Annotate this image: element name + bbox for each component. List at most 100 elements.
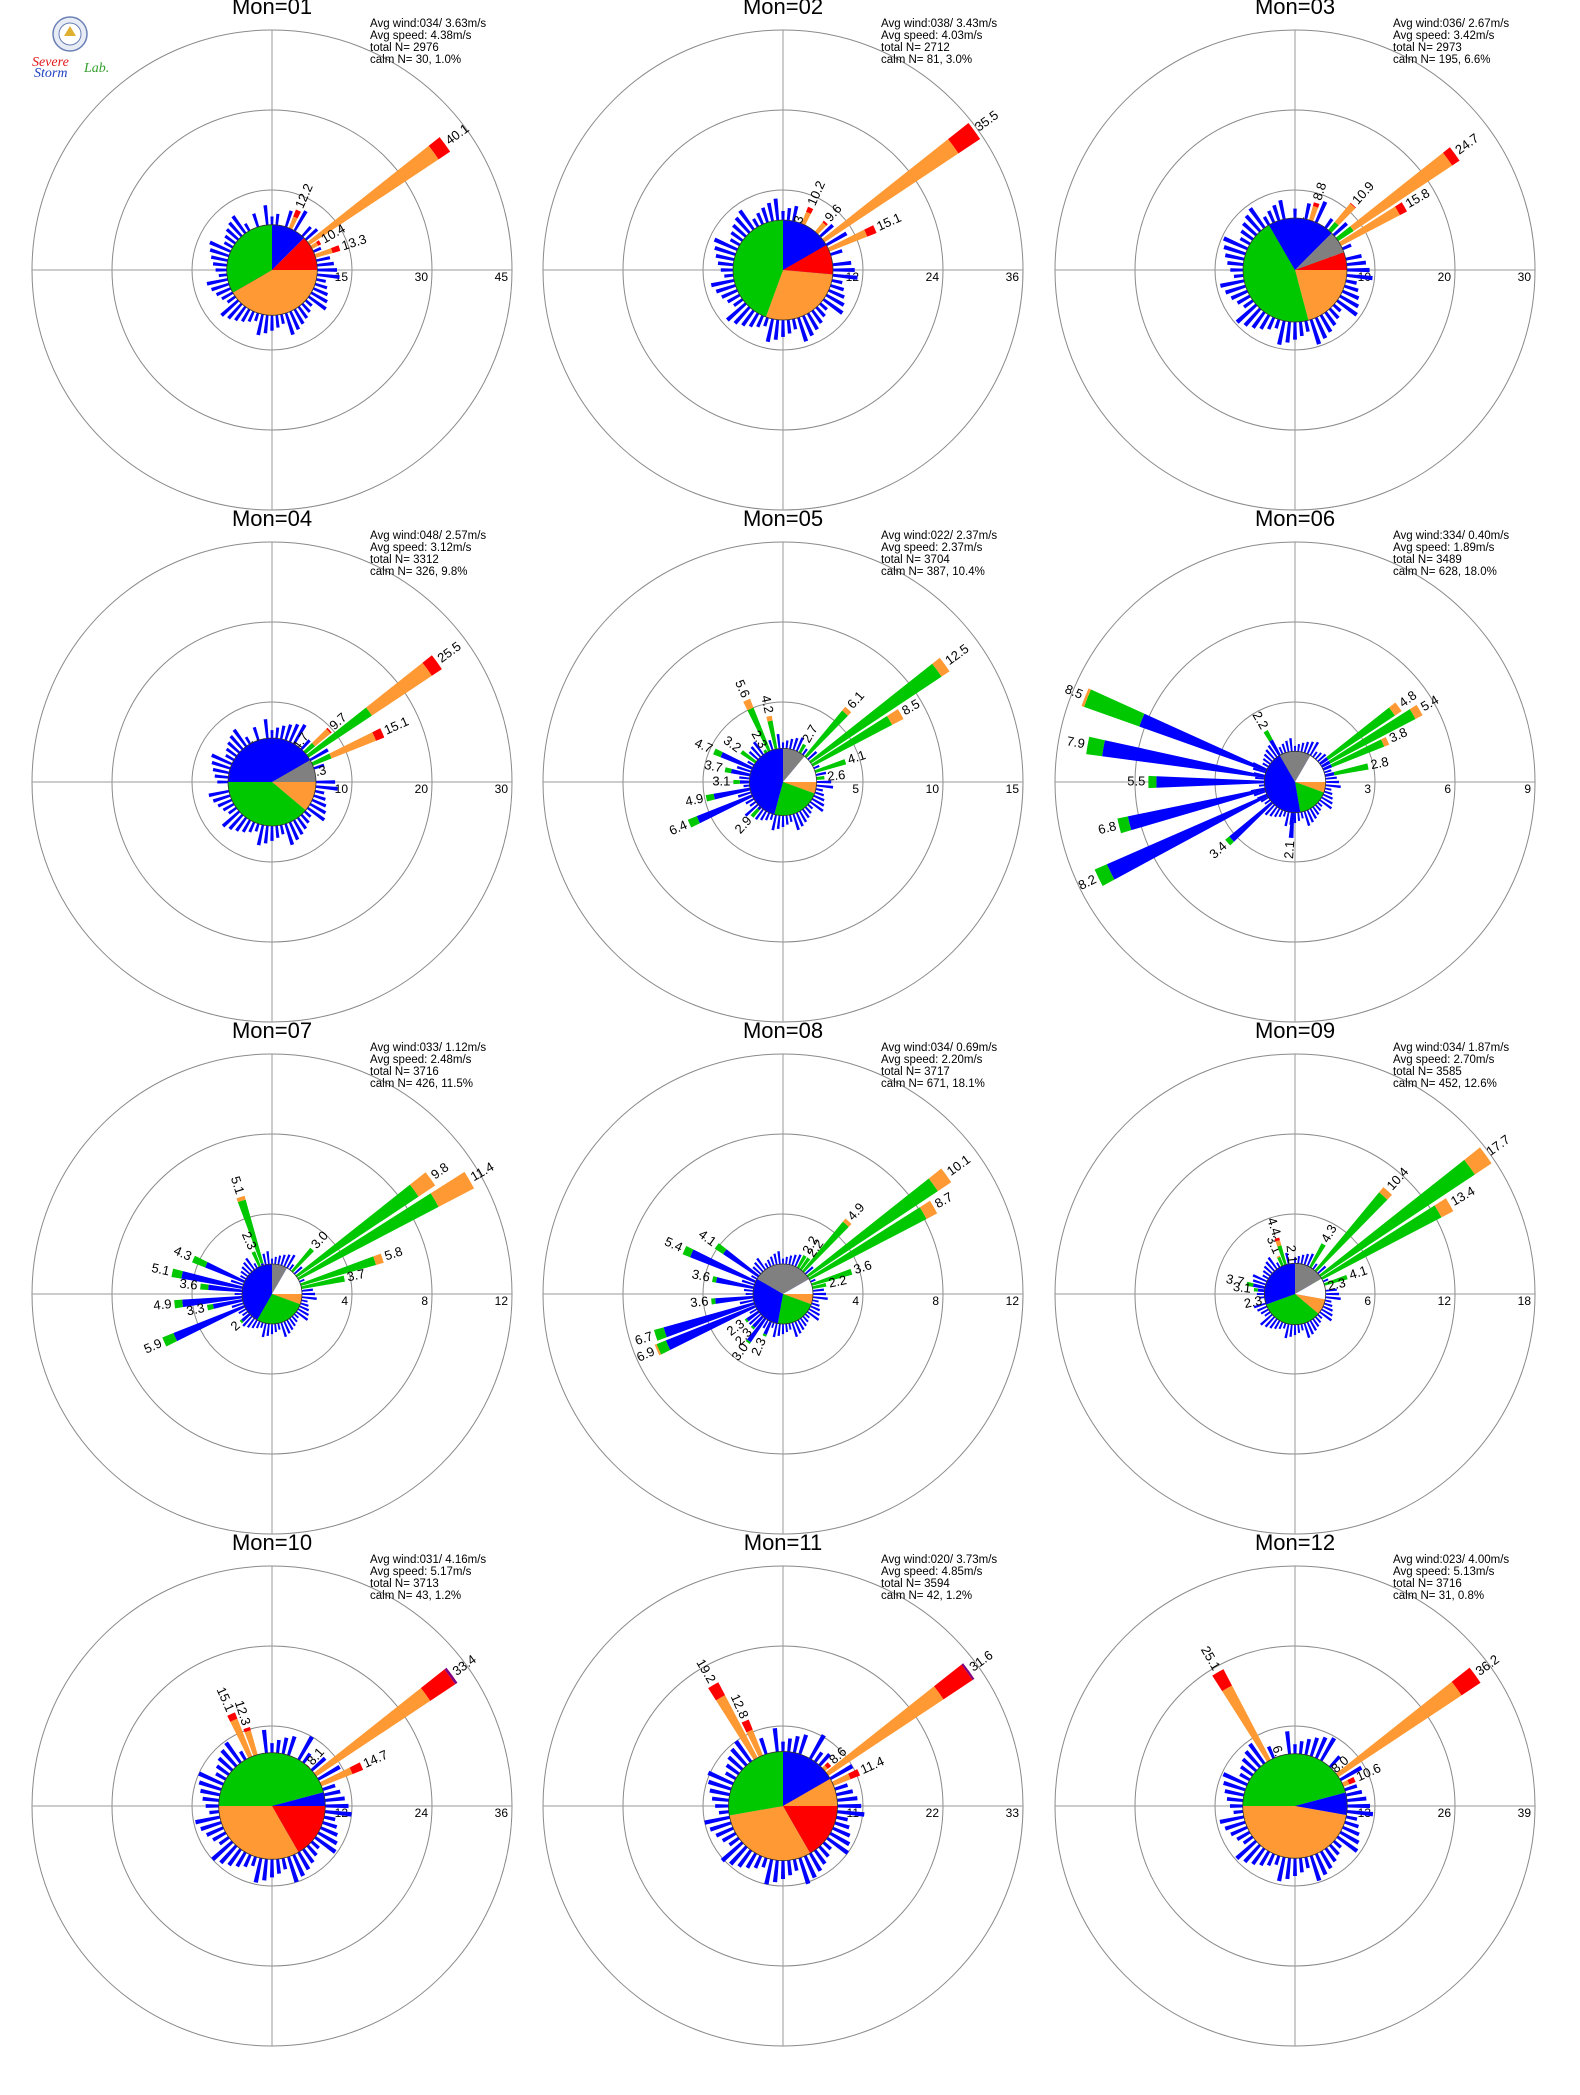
- wind-bar-segment: [1451, 1667, 1481, 1696]
- wind-bar-segment: [200, 1283, 209, 1290]
- wind-bar-segment: [887, 709, 904, 725]
- wind-bar-segment: [1442, 147, 1460, 166]
- wind-bar-segment: [1312, 202, 1320, 208]
- stat-line: calm N= 452, 12.6%: [1393, 1078, 1497, 1090]
- wind-bar-segment: [1334, 203, 1356, 226]
- ring-label: 39: [1518, 1806, 1532, 1820]
- wind-bar-segment: [293, 209, 301, 219]
- stat-line: Avg wind:020/ 3.73m/s: [881, 1554, 997, 1566]
- wind-bar-segment: [1334, 206, 1400, 249]
- wind-bar-segment: [809, 759, 847, 775]
- center-pie-slice: [1242, 1806, 1347, 1859]
- bar-value-label: 40.1: [442, 121, 471, 148]
- center-pie-slice: [232, 270, 318, 316]
- wind-bar-segment: [251, 1251, 262, 1269]
- wind-bar-segment: [1316, 1681, 1462, 1791]
- wind-bar-segment: [743, 698, 754, 711]
- seal-emblem-icon: [64, 26, 76, 36]
- bar-value-label: 17.7: [1483, 1132, 1512, 1159]
- bar-value-label: 4.1: [696, 1226, 719, 1249]
- center-pie-slice: [783, 756, 817, 782]
- wind-bar-segment: [329, 732, 377, 759]
- stat-line: Avg wind:034/ 0.69m/s: [881, 1042, 997, 1054]
- ring-label: 3: [1364, 782, 1371, 796]
- bar-value-label: 2.9: [731, 813, 754, 836]
- wind-bar-segment: [663, 1294, 783, 1338]
- wind-bar-segment: [1317, 1274, 1348, 1288]
- stat-line: total N= 3713: [370, 1578, 439, 1590]
- center-pie-slice: [1295, 1294, 1326, 1314]
- wind-bar-segment: [349, 1762, 364, 1775]
- wind-bar-segment: [373, 1253, 384, 1265]
- bar-value-label: 10.1: [944, 1152, 973, 1179]
- stat-line: Avg wind:034/ 3.63m/s: [370, 18, 486, 30]
- stat-line: total N= 3585: [1393, 1066, 1462, 1078]
- wind-bar-segment: [806, 206, 814, 214]
- bar-value-label: 8.2: [1076, 871, 1099, 892]
- wind-bar-segment: [293, 1184, 419, 1279]
- center-pie-slice: [272, 782, 316, 811]
- wind-bar-segment: [948, 122, 981, 154]
- bar-value-label: 5.5: [1127, 773, 1145, 788]
- ring-label: 36: [495, 1806, 509, 1820]
- wind-bar-segment: [1380, 736, 1390, 747]
- center-pie-slice: [765, 270, 833, 320]
- wind-bar-segment: [1333, 763, 1369, 776]
- wind-bar-segment: [409, 1172, 436, 1197]
- wind-bar-segment: [708, 1682, 726, 1701]
- stat-line: Avg wind:036/ 2.67m/s: [1393, 18, 1509, 30]
- ring-label: 12: [1438, 1294, 1452, 1308]
- wind-bar-segment: [1106, 782, 1295, 880]
- wind-bar-segment: [724, 767, 732, 774]
- wind-bar-segment: [744, 1318, 749, 1323]
- stat-line: Avg speed: 3.12m/s: [370, 542, 472, 554]
- wind-bar-segment: [1310, 1159, 1475, 1283]
- wind-bar-segment: [740, 750, 758, 765]
- wind-bar-segment: [1330, 739, 1385, 768]
- bar-value-label: 4.2: [758, 694, 776, 715]
- bar-value-label: 12.2: [292, 181, 316, 210]
- chart-title: Mon=06: [1255, 506, 1335, 531]
- center-pie-slice: [1295, 782, 1324, 813]
- bar-value-label: 6.8: [1097, 818, 1118, 837]
- center-pie-slice: [272, 224, 305, 270]
- ring-label: 18: [1518, 1294, 1532, 1308]
- chart-title: Mon=01: [232, 0, 312, 19]
- stat-line: Avg speed: 2.48m/s: [370, 1054, 472, 1066]
- wind-bar-segment: [295, 1687, 431, 1790]
- wind-bar-segment: [932, 657, 950, 677]
- bar-value-label: 7.9: [1066, 733, 1086, 751]
- wind-bar-segment: [1253, 1287, 1259, 1292]
- logo-word-severe: Severe: [32, 55, 69, 70]
- wind-bar-segment: [934, 1664, 973, 1700]
- center-pie-slice: [1295, 270, 1347, 321]
- wind-bar-segment: [1347, 1776, 1356, 1785]
- bar-value-label: 2.1: [1283, 1244, 1300, 1264]
- bar-value-label: 4.1: [846, 747, 868, 767]
- bar-value-label: 2.1: [1281, 840, 1297, 859]
- bar-value-label: 5.1: [150, 1260, 171, 1278]
- ring-label: 4: [852, 1294, 859, 1308]
- stat-line: total N= 3594: [881, 1578, 950, 1590]
- bar-value-label: 3.7: [346, 1266, 367, 1284]
- wind-bar-segment: [430, 1171, 475, 1207]
- center-pie-slice: [774, 782, 815, 816]
- bar-value-label: 5.6: [732, 677, 753, 700]
- center-pie-slice: [226, 224, 272, 293]
- bar-value-label: 4.3: [172, 1243, 195, 1264]
- bar-value-label: 15.1: [874, 210, 903, 234]
- stat-line: total N= 3704: [881, 554, 950, 566]
- ring-label: 9: [1524, 782, 1531, 796]
- wind-bar-segment: [316, 240, 322, 246]
- wind-bar-segment: [919, 1200, 938, 1219]
- bar-value-label: 25.1: [1198, 1643, 1224, 1672]
- bar-value-label: 3.6: [179, 1276, 199, 1293]
- wind-bar-segment: [1306, 1243, 1326, 1274]
- bar-value-label: 12.5: [942, 641, 971, 668]
- wind-bar-segment: [1350, 202, 1357, 209]
